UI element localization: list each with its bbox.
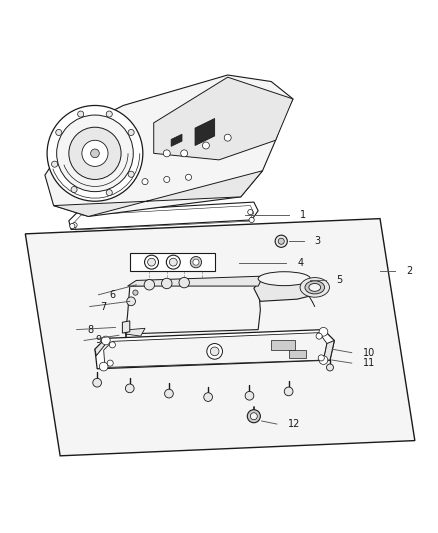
Polygon shape: [53, 171, 262, 216]
Text: 12: 12: [288, 419, 300, 429]
Circle shape: [181, 150, 187, 157]
Polygon shape: [125, 328, 145, 336]
Circle shape: [318, 355, 324, 361]
Ellipse shape: [258, 272, 311, 286]
Circle shape: [210, 347, 219, 356]
Text: 3: 3: [315, 236, 321, 246]
Circle shape: [249, 217, 254, 223]
Polygon shape: [45, 75, 293, 216]
Circle shape: [106, 111, 112, 117]
Circle shape: [251, 413, 257, 419]
Circle shape: [99, 362, 108, 371]
Circle shape: [164, 176, 170, 182]
Circle shape: [142, 179, 148, 184]
Bar: [289, 350, 306, 358]
Circle shape: [247, 410, 260, 423]
Circle shape: [144, 279, 155, 290]
Polygon shape: [195, 118, 215, 146]
Circle shape: [69, 127, 121, 180]
Ellipse shape: [309, 284, 321, 292]
Circle shape: [165, 389, 173, 398]
Circle shape: [52, 161, 58, 167]
Circle shape: [179, 277, 189, 288]
Polygon shape: [125, 282, 260, 334]
Circle shape: [278, 238, 284, 244]
Circle shape: [170, 258, 177, 266]
Ellipse shape: [300, 278, 329, 297]
Circle shape: [91, 149, 99, 158]
Circle shape: [316, 333, 322, 339]
Circle shape: [193, 259, 199, 265]
Circle shape: [57, 115, 133, 192]
Circle shape: [319, 356, 328, 365]
Text: 7: 7: [101, 302, 107, 312]
Circle shape: [82, 140, 108, 166]
Circle shape: [125, 384, 134, 393]
Circle shape: [107, 360, 113, 366]
Text: 4: 4: [297, 258, 304, 268]
Circle shape: [190, 256, 201, 268]
Circle shape: [78, 111, 84, 117]
Text: 8: 8: [88, 325, 94, 335]
Circle shape: [102, 336, 110, 345]
Circle shape: [162, 278, 172, 289]
Bar: [271, 341, 295, 350]
Polygon shape: [130, 254, 215, 271]
Polygon shape: [122, 321, 130, 333]
Polygon shape: [69, 202, 258, 230]
Polygon shape: [254, 276, 315, 301]
Circle shape: [110, 342, 116, 348]
Text: 2: 2: [406, 266, 413, 276]
Polygon shape: [95, 338, 106, 356]
Polygon shape: [323, 341, 334, 360]
Circle shape: [133, 290, 138, 295]
Circle shape: [106, 190, 112, 196]
Circle shape: [204, 393, 212, 401]
Text: 5: 5: [336, 276, 343, 286]
Text: 6: 6: [110, 290, 116, 300]
Text: 11: 11: [363, 358, 375, 368]
Text: 1: 1: [300, 210, 306, 220]
Circle shape: [56, 130, 62, 135]
Polygon shape: [171, 134, 182, 147]
Circle shape: [93, 378, 102, 387]
Circle shape: [47, 106, 143, 201]
Circle shape: [207, 344, 223, 359]
Circle shape: [128, 171, 134, 177]
Circle shape: [284, 387, 293, 396]
Circle shape: [128, 130, 134, 135]
Polygon shape: [154, 77, 293, 160]
Ellipse shape: [305, 281, 325, 294]
Text: 10: 10: [363, 348, 375, 358]
Circle shape: [275, 235, 287, 247]
Circle shape: [127, 297, 135, 305]
Polygon shape: [25, 219, 415, 456]
Circle shape: [72, 223, 77, 228]
Polygon shape: [104, 333, 327, 367]
Polygon shape: [127, 276, 265, 286]
Circle shape: [70, 223, 75, 229]
Circle shape: [71, 187, 77, 192]
Circle shape: [185, 174, 191, 180]
Circle shape: [245, 391, 254, 400]
Polygon shape: [95, 329, 334, 369]
Text: 9: 9: [95, 335, 101, 345]
Circle shape: [202, 142, 209, 149]
Circle shape: [163, 150, 170, 157]
Circle shape: [319, 327, 328, 336]
Circle shape: [224, 134, 231, 141]
Circle shape: [148, 258, 155, 266]
Circle shape: [248, 209, 253, 215]
Circle shape: [326, 364, 333, 371]
